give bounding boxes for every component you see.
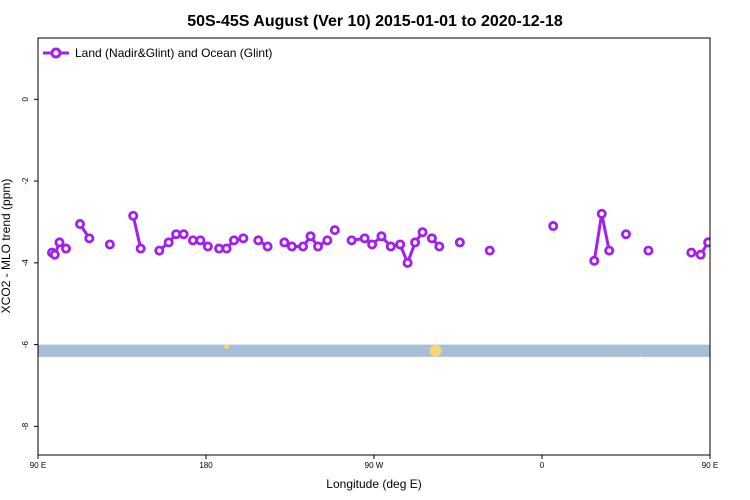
data-point bbox=[548, 221, 559, 232]
data-point bbox=[686, 247, 697, 258]
data-point bbox=[163, 237, 174, 248]
data-point bbox=[712, 243, 719, 250]
data-point bbox=[54, 237, 65, 248]
land-blob-0 bbox=[224, 344, 229, 350]
legend-marker-swatch bbox=[50, 47, 62, 59]
data-point bbox=[286, 241, 297, 252]
data-point bbox=[402, 257, 413, 268]
data-point bbox=[238, 233, 249, 244]
land-blobs bbox=[224, 344, 642, 357]
y-tick-label: -8 bbox=[21, 422, 30, 430]
data-point bbox=[154, 245, 165, 256]
data-point bbox=[104, 239, 115, 250]
legend: Land (Nadir&Glint) and Ocean (Glint) bbox=[43, 46, 272, 60]
data-point bbox=[385, 241, 396, 252]
data-point bbox=[346, 235, 357, 246]
data-point bbox=[202, 241, 213, 252]
x-tick-label: 180 bbox=[199, 461, 213, 470]
data-point bbox=[643, 245, 654, 256]
data-point bbox=[434, 241, 445, 252]
x-axis: 90 E 180 90 W 0 90 E bbox=[30, 455, 718, 470]
data-point bbox=[305, 231, 316, 242]
land-band bbox=[38, 344, 710, 357]
data-point bbox=[589, 255, 600, 266]
data-point bbox=[359, 233, 370, 244]
data-point bbox=[367, 239, 378, 250]
x-axis-label: Longitude (deg E) bbox=[326, 477, 421, 491]
data-point bbox=[178, 229, 189, 240]
data-point bbox=[128, 210, 139, 221]
data-point bbox=[454, 237, 465, 248]
data-point bbox=[484, 245, 495, 256]
data-point bbox=[195, 235, 206, 246]
y-axis-label: XCO2 - MLO trend (ppm) bbox=[0, 179, 13, 314]
y-tick-label: -2 bbox=[21, 177, 30, 185]
data-point bbox=[703, 237, 710, 248]
legend-label: Land (Nadir&Glint) and Ocean (Glint) bbox=[75, 46, 272, 60]
land-blob-2 bbox=[617, 350, 620, 352]
data-point bbox=[49, 249, 60, 260]
chart-title: 50S-45S August (Ver 10) 2015-01-01 to 20… bbox=[187, 13, 563, 30]
y-axis: 0 -2 -4 -6 -8 bbox=[21, 97, 38, 430]
data-point bbox=[376, 231, 387, 242]
x-tick-label: 0 bbox=[540, 461, 545, 470]
y-tick-label: -4 bbox=[21, 259, 30, 267]
x-tick-label: 90 E bbox=[702, 461, 718, 470]
land-blob-3 bbox=[640, 354, 642, 356]
data-point bbox=[426, 233, 437, 244]
data-point bbox=[417, 227, 428, 238]
y-tick-label: -6 bbox=[21, 341, 30, 349]
series-line-0-3 bbox=[131, 215, 143, 249]
x-tick-label: 90 E bbox=[30, 461, 46, 470]
plot-content bbox=[38, 208, 728, 357]
data-point bbox=[75, 219, 86, 230]
y-tick-label: 0 bbox=[21, 97, 30, 102]
data-point bbox=[279, 237, 290, 248]
data-point bbox=[298, 241, 309, 252]
series-points bbox=[47, 208, 728, 268]
data-point bbox=[329, 225, 340, 236]
data-point bbox=[61, 243, 72, 254]
data-point bbox=[135, 243, 146, 254]
data-point bbox=[596, 208, 607, 219]
land-blob-1 bbox=[429, 344, 442, 357]
data-point bbox=[84, 233, 95, 244]
data-point bbox=[322, 235, 333, 246]
data-point bbox=[312, 241, 323, 252]
data-point bbox=[721, 220, 728, 227]
data-point bbox=[604, 245, 615, 256]
data-point bbox=[695, 249, 706, 260]
data-point bbox=[221, 243, 232, 254]
data-point bbox=[262, 241, 273, 252]
data-point bbox=[621, 229, 632, 240]
data-point bbox=[253, 235, 264, 246]
data-point bbox=[228, 235, 239, 246]
data-point bbox=[410, 237, 421, 248]
x-tick-label: 90 W bbox=[365, 461, 384, 470]
data-point bbox=[395, 239, 406, 250]
